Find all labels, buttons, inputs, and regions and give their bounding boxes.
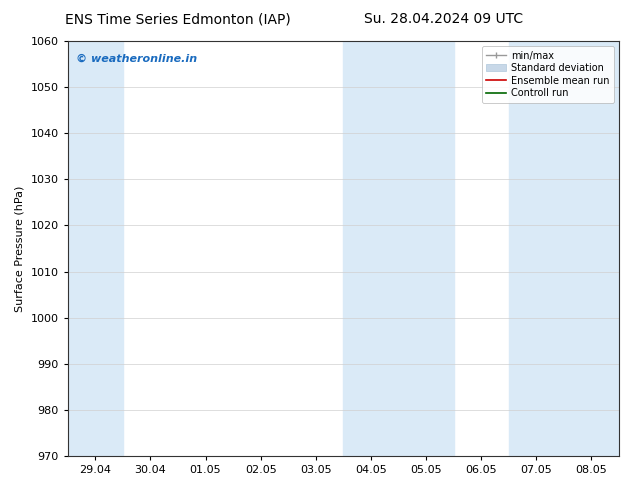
Text: ENS Time Series Edmonton (IAP): ENS Time Series Edmonton (IAP) (65, 12, 290, 26)
Legend: min/max, Standard deviation, Ensemble mean run, Controll run: min/max, Standard deviation, Ensemble me… (482, 46, 614, 103)
Text: Su. 28.04.2024 09 UTC: Su. 28.04.2024 09 UTC (365, 12, 523, 26)
Bar (508, 41, 619, 456)
Bar (344, 41, 453, 456)
Text: © weatheronline.in: © weatheronline.in (76, 53, 197, 64)
Y-axis label: Surface Pressure (hPa): Surface Pressure (hPa) (15, 185, 25, 312)
Bar (68, 41, 123, 456)
